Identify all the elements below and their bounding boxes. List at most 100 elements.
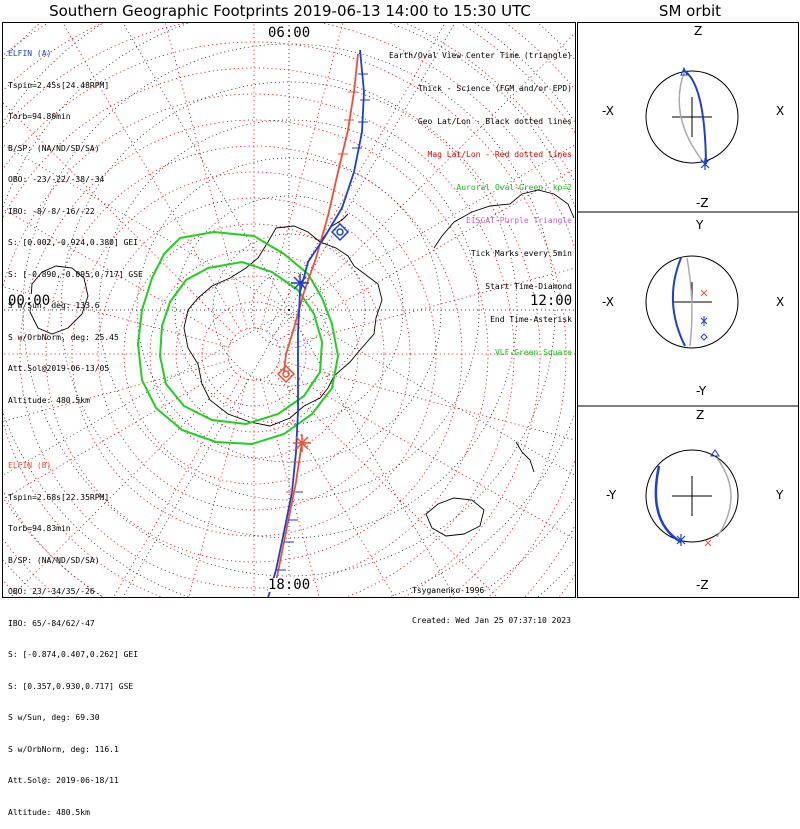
- elfin-b-line: IBO: 65/-84/62/-47: [8, 618, 95, 628]
- elfin-b-line: S w/Sun, deg: 69.30: [8, 713, 100, 722]
- credit: Tsyganenko-1996 Created: Wed Jan 25 07:3…: [412, 566, 571, 636]
- orbit3-bottom-label: -Z: [696, 578, 709, 592]
- hour-label-right: 12:00: [530, 293, 573, 309]
- elfin-b-line: B/SP: (NA/ND/SD/SA): [8, 555, 100, 565]
- orbit2-top-label: Y: [696, 218, 704, 232]
- elfin-a-line: S w/OrbNorm, deg: 25.45: [8, 332, 119, 342]
- mag-lon-line: [276, 366, 575, 540]
- main-title: Southern Geographic Footprints 2019-06-1…: [49, 2, 531, 20]
- elfin-b-line: S: [-0.874,0.407,0.262] GEI: [8, 650, 139, 659]
- elfin-b-line: Att.Sol@: 2019-06-18/11: [8, 776, 119, 785]
- orbit2-left-label: -X: [602, 295, 614, 309]
- orbit-panel-yz: [645, 449, 739, 547]
- geo-lat-circle: [22, 43, 556, 577]
- sm-orbit-panels: [577, 66, 799, 547]
- sm-orbit-frame: [577, 22, 799, 598]
- mag-lat-circle: [123, 223, 385, 485]
- elfin-a-ticks: [276, 73, 370, 571]
- legend-entry: Mag Lat/Lon - Red dotted lines: [427, 150, 573, 159]
- mag-lon-line: [188, 379, 248, 597]
- elfin-a-track: [267, 49, 365, 597]
- geo-lat-circle: [98, 119, 480, 501]
- orbit1-top-label: Z: [694, 24, 703, 38]
- legend-entry: Start Time-Diamond: [485, 282, 572, 291]
- elfin-b-line: OBO: 23/-34/35/-26: [8, 587, 95, 596]
- orbit1-right-label: X: [776, 104, 785, 118]
- elfin-a-line: Altitude: 480.5km: [8, 395, 90, 405]
- credit-created: Created: Wed Jan 25 07:37:10 2023: [412, 616, 571, 625]
- legend-entry: EISCAT-Purple Triangle: [466, 216, 572, 225]
- orbit-panel-title: SM orbit: [658, 2, 722, 20]
- elfin-b-track-south: [273, 441, 303, 593]
- elfin-a-line: B/SP: (NA/ND/SD/SA): [8, 143, 100, 153]
- legend-entry: Tick Marks every 5min: [470, 249, 572, 258]
- orbit-panel-xz: [645, 66, 739, 170]
- legend-entry: Thick - Science (FGM and/or EPD): [417, 84, 572, 93]
- antarctica-coastline: [183, 225, 383, 427]
- elfin-b-line: Tspin=2.68s[22.35RPM]: [8, 492, 110, 502]
- hour-label-left: 00:00: [8, 293, 51, 309]
- elfin-a-info: ELFIN (A) Tspin=2.45s[24.48RPM] Torb=94.…: [8, 28, 143, 417]
- elfin-a-line: Tspin=2.45s[24.48RPM]: [8, 80, 110, 90]
- mag-lat-circle: [19, 119, 489, 589]
- elfin-b-start-diamond: [276, 364, 296, 384]
- mag-lon-line: [10, 372, 236, 597]
- mag-lat-circle: [3, 93, 515, 597]
- geo-lat-circle: [174, 195, 404, 425]
- mag-lon-line: [279, 267, 575, 348]
- auroral-oval-outer: [136, 230, 340, 446]
- footprint-map: [3, 23, 575, 597]
- elfin-b-name: ELFIN (B): [8, 461, 52, 470]
- elfin-a-line: Att.Sol@2019-06-13/05: [8, 364, 110, 373]
- legend-entry: End Time-Asterisk: [490, 315, 572, 324]
- elfin-b-info: ELFIN (B) Tspin=2.68s[22.35RPM] Torb=94.…: [8, 440, 138, 829]
- geo-latlon-grid: [3, 23, 575, 597]
- elfin-b-line: Altitude: 480.5km: [8, 807, 90, 817]
- south-america-coastline: [433, 189, 575, 249]
- orbit1-bottom-label: -Z: [696, 196, 709, 210]
- legend-entry: Auroral Oval-Green, kp=2: [456, 183, 572, 192]
- elfin-a-line: Torb=94.80min: [8, 112, 71, 121]
- mag-lon-line: [3, 102, 236, 336]
- hour-label-top: 06:00: [268, 25, 311, 41]
- mag-lon-line: [272, 372, 498, 597]
- mag-lon-line: [260, 379, 320, 597]
- elfin-b-ticks: [286, 91, 358, 493]
- orbit-panel-xy: [645, 255, 739, 349]
- australia-coastline: [425, 497, 485, 537]
- mag-lon-line: [3, 360, 229, 422]
- legend-entry: Geo Lat/Lon - Black dotted lines: [417, 117, 572, 126]
- elfin-b-end-asterisk: [293, 434, 311, 452]
- elfin-a-line: S w/Sun, deg: 133.6: [8, 301, 100, 310]
- elfin-a-line: OBO: -23/-22/-38/-34: [8, 175, 105, 184]
- footprint-map-frame: [2, 22, 576, 598]
- africa-coastline: [29, 265, 89, 335]
- mag-lat-circle: [45, 145, 463, 563]
- credit-model: Tsyganenko-1996: [412, 586, 485, 595]
- orbit3-left-label: -Y: [606, 488, 617, 502]
- mag-lat-circle: [3, 67, 541, 597]
- orbit3-right-label: Y: [776, 488, 784, 502]
- elfin-a-name: ELFIN (A): [8, 49, 52, 58]
- elfin-b-line: S: [0.357,0.930,0.717] GSE: [8, 681, 134, 691]
- elfin-a-line: IBO: -8/-8/-16/-22: [8, 206, 95, 216]
- elfin-b-line: S w/OrbNorm, deg: 116.1: [8, 744, 119, 754]
- mag-lat-circle: [97, 197, 411, 511]
- new-zealand-coastline: [515, 441, 535, 473]
- mag-lon-line: [279, 360, 575, 441]
- mag-lat-circle: [227, 327, 281, 381]
- mag-lon-line: [266, 376, 395, 597]
- orbit3-top-label: Z: [696, 408, 705, 422]
- mag-lat-circle: [175, 275, 333, 433]
- elfin-a-line: S: [-0.890,-0.095,0.717] GSE: [8, 269, 143, 279]
- legend-entry: Earth/Oval View Center Time (triangle): [388, 51, 572, 60]
- legend: Earth/Oval View Center Time (triangle) T…: [389, 28, 572, 369]
- mag-lat-circle: [149, 249, 359, 459]
- orbit1-left-label: -X: [602, 104, 614, 118]
- mag-lon-line: [3, 366, 232, 500]
- mag-lon-line: [276, 168, 575, 342]
- mag-lon-line: [3, 286, 229, 348]
- legend-entry: VLF-Green Square: [494, 348, 572, 357]
- orbit2-bottom-label: -Y: [696, 384, 707, 398]
- orbit2-right-label: X: [776, 295, 785, 309]
